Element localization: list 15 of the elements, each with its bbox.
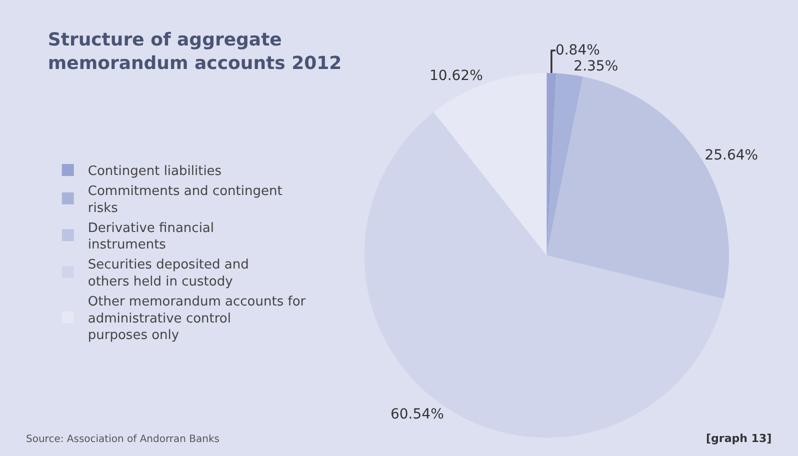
pie-slice <box>546 72 556 256</box>
data-label: 0.84% <box>555 42 600 59</box>
source-note: Source: Association of Andorran Banks <box>26 434 220 445</box>
data-label: 60.54% <box>390 406 444 422</box>
data-label: 2.35% <box>574 58 618 75</box>
legend-label: Contingent liabilities <box>88 164 222 180</box>
text: [graph 13] <box>706 432 772 445</box>
data-label: 10.62% <box>430 68 483 84</box>
pie-slice <box>546 73 583 256</box>
legend-label: Derivative financial instruments <box>88 220 214 253</box>
legend-label: Commitments and contingent risks <box>88 184 282 216</box>
data-label: 25.64% <box>704 147 758 164</box>
chart-title: Structure of aggregate memorandum accounts 2012 <box>48 30 342 74</box>
legend-label: Securities deposited and others held in custody <box>88 258 249 290</box>
legend-label: Other memorandum accounts for administrative control purposes only <box>88 294 306 344</box>
